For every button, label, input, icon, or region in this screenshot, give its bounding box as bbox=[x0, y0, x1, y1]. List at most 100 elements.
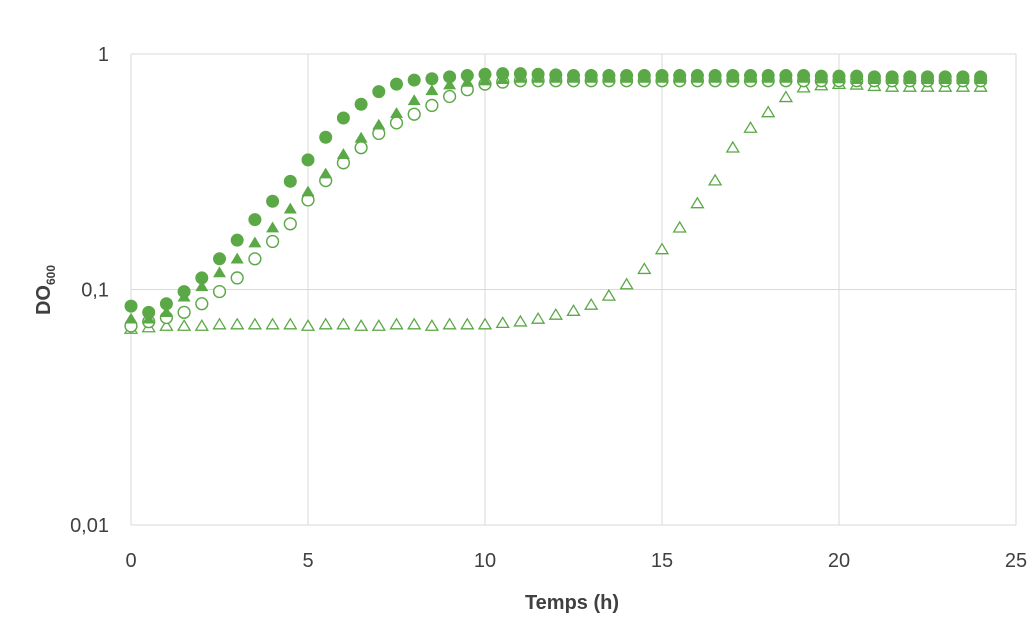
data-point bbox=[283, 217, 297, 231]
y-axis-title-subscript: 600 bbox=[44, 265, 58, 285]
data-point bbox=[672, 220, 687, 233]
data-point bbox=[443, 78, 457, 90]
data-point bbox=[956, 70, 970, 84]
data-point bbox=[620, 69, 634, 83]
data-point bbox=[619, 277, 634, 290]
data-point bbox=[247, 317, 263, 330]
data-point bbox=[442, 317, 457, 330]
data-point bbox=[549, 68, 563, 82]
x-tick-label: 10 bbox=[474, 550, 496, 572]
data-point bbox=[212, 284, 227, 299]
x-tick-label: 25 bbox=[1005, 550, 1027, 572]
data-point bbox=[496, 67, 510, 81]
data-point bbox=[372, 85, 386, 99]
data-point bbox=[602, 69, 616, 83]
data-point bbox=[495, 316, 510, 329]
data-point bbox=[212, 317, 227, 330]
data-point bbox=[195, 297, 209, 311]
data-point bbox=[353, 319, 369, 331]
data-point bbox=[389, 116, 404, 130]
data-point bbox=[513, 67, 527, 81]
data-point bbox=[584, 297, 599, 310]
data-point bbox=[230, 252, 244, 264]
axes bbox=[130, 54, 1016, 526]
data-point bbox=[601, 288, 617, 301]
data-point bbox=[195, 271, 209, 285]
data-point bbox=[301, 185, 315, 197]
data-point bbox=[673, 69, 687, 83]
series-filled-triangle bbox=[124, 71, 988, 324]
data-markers bbox=[123, 67, 988, 334]
data-point bbox=[655, 69, 669, 83]
data-point bbox=[761, 69, 775, 83]
x-tick-label: 0 bbox=[125, 550, 136, 572]
data-point bbox=[124, 299, 138, 313]
data-point bbox=[548, 307, 563, 320]
data-point bbox=[744, 69, 757, 83]
data-point bbox=[654, 242, 670, 255]
data-point bbox=[389, 317, 404, 330]
data-point bbox=[230, 233, 244, 247]
data-point bbox=[530, 311, 546, 324]
data-point bbox=[443, 89, 457, 104]
series-open-triangle bbox=[123, 77, 988, 334]
data-point bbox=[266, 234, 280, 249]
y-tick-label: 0,1 bbox=[81, 280, 109, 302]
data-point bbox=[283, 317, 298, 330]
data-point bbox=[177, 285, 191, 299]
data-point bbox=[424, 319, 440, 331]
data-point bbox=[584, 69, 598, 83]
grid-lines bbox=[131, 53, 1017, 525]
data-point bbox=[248, 213, 262, 227]
data-point bbox=[195, 280, 209, 292]
data-point bbox=[283, 174, 297, 188]
data-point bbox=[778, 90, 794, 103]
data-point bbox=[567, 69, 580, 83]
data-point bbox=[850, 69, 864, 83]
tick-labels: 0 5 10 15 20 25 0,01 0,1 1 bbox=[70, 44, 1027, 572]
data-point bbox=[301, 153, 315, 167]
data-point bbox=[124, 312, 138, 324]
data-point bbox=[266, 221, 280, 233]
series-filled-circle bbox=[124, 67, 988, 319]
data-point bbox=[390, 77, 403, 91]
data-point bbox=[690, 196, 705, 209]
data-point bbox=[425, 98, 439, 112]
data-point bbox=[637, 69, 651, 83]
data-point bbox=[194, 319, 209, 331]
data-point bbox=[425, 84, 439, 96]
data-point bbox=[336, 317, 351, 330]
data-point bbox=[230, 317, 245, 330]
data-point bbox=[903, 70, 917, 84]
data-point bbox=[159, 297, 173, 311]
data-point bbox=[266, 194, 280, 208]
data-point bbox=[885, 70, 899, 84]
y-axis-title-main: DO bbox=[33, 285, 55, 315]
data-point bbox=[407, 317, 422, 330]
data-point bbox=[690, 69, 704, 83]
data-point bbox=[566, 304, 581, 316]
data-point bbox=[797, 69, 811, 83]
data-point bbox=[531, 67, 545, 81]
data-point bbox=[213, 266, 226, 278]
x-tick-label: 20 bbox=[828, 550, 850, 572]
data-point bbox=[390, 107, 403, 118]
data-point bbox=[319, 130, 333, 144]
data-point bbox=[371, 319, 386, 331]
data-point bbox=[407, 94, 421, 106]
data-point bbox=[814, 69, 828, 83]
data-point bbox=[637, 262, 652, 275]
data-point bbox=[336, 111, 350, 125]
data-point bbox=[230, 271, 244, 285]
x-tick-label: 15 bbox=[651, 550, 673, 572]
data-point bbox=[372, 118, 386, 130]
y-tick-label: 0,01 bbox=[70, 515, 109, 537]
data-point bbox=[425, 72, 439, 86]
data-point bbox=[443, 70, 457, 84]
y-tick-label: 1 bbox=[98, 44, 109, 66]
data-point bbox=[300, 319, 316, 331]
data-point bbox=[779, 69, 793, 83]
data-point bbox=[477, 317, 493, 330]
